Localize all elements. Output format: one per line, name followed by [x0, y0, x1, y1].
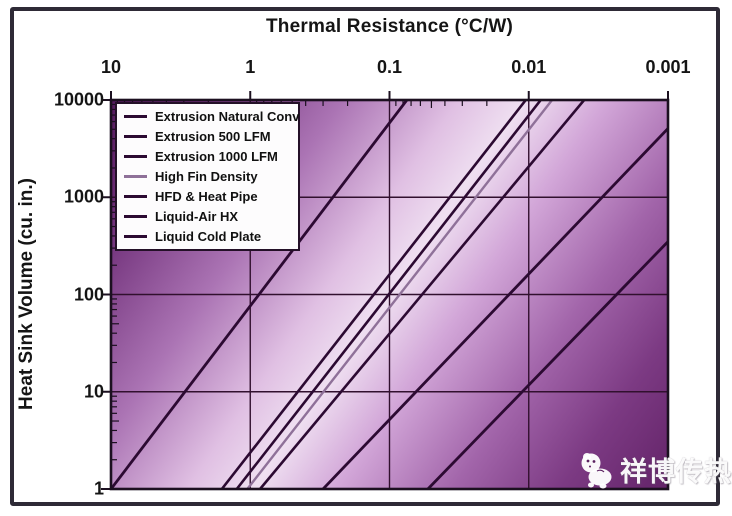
y-tick-label: 1000: [63, 186, 104, 207]
x-tick-label: 0.001: [645, 57, 691, 77]
x-tick-label: 0.1: [376, 57, 403, 77]
y-tick-label: 10: [83, 381, 104, 402]
y-tick-label: 10000: [53, 89, 104, 110]
legend-line-swatch: [124, 135, 147, 139]
series-line: [426, 240, 668, 489]
legend-line-swatch: [124, 115, 147, 119]
x-tick-label: 0.01: [511, 57, 547, 77]
legend-label: Extrusion Natural Conv: [155, 109, 300, 125]
legend-line-swatch: [124, 194, 147, 198]
legend-item: Liquid-Air HX: [121, 207, 294, 225]
legend-line-swatch: [124, 175, 147, 178]
watermark: 祥博传热: [577, 449, 732, 489]
x-tick-label: 10: [100, 57, 122, 77]
legend-item: Extrusion 500 LFM: [121, 128, 294, 146]
plot-border: [109, 98, 670, 491]
legend-label: Extrusion 1000 LFM: [155, 149, 278, 165]
legend-label: Liquid Cold Plate: [155, 228, 262, 244]
legend-label: Extrusion 500 LFM: [155, 129, 271, 145]
watermark-text: 祥博传热: [620, 456, 732, 488]
y-tick-label: 100: [73, 284, 104, 304]
legend-label: High Fin Density: [155, 169, 258, 184]
legend-item: Liquid Cold Plate: [121, 227, 294, 245]
y-tick-label: 1: [93, 478, 104, 499]
series-line: [235, 100, 542, 489]
series-line: [246, 100, 554, 489]
legend-line-swatch: [124, 234, 147, 238]
legend-line-swatch: [124, 214, 147, 218]
hippo-mascot-icon: [581, 453, 612, 489]
legend-label: Liquid-Air HX: [155, 208, 239, 224]
x-tick-label: 1: [245, 57, 256, 77]
legend: Extrusion Natural Conv Extrusion 500 LFM E…: [115, 102, 300, 251]
series-line: [220, 100, 527, 489]
series-line: [322, 127, 668, 489]
legend-label: HFD & Heat Pipe: [155, 188, 258, 204]
legend-item: Extrusion 1000 LFM: [121, 148, 294, 166]
legend-line-swatch: [124, 155, 147, 159]
series-line: [111, 100, 409, 489]
x-axis-title: Thermal Resistance (°C/W): [266, 16, 513, 37]
legend-item: HFD & Heat Pipe: [121, 187, 294, 205]
series-line: [259, 100, 586, 489]
legend-item: High Fin Density: [121, 168, 294, 186]
legend-item: Extrusion Natural Conv: [121, 108, 299, 126]
